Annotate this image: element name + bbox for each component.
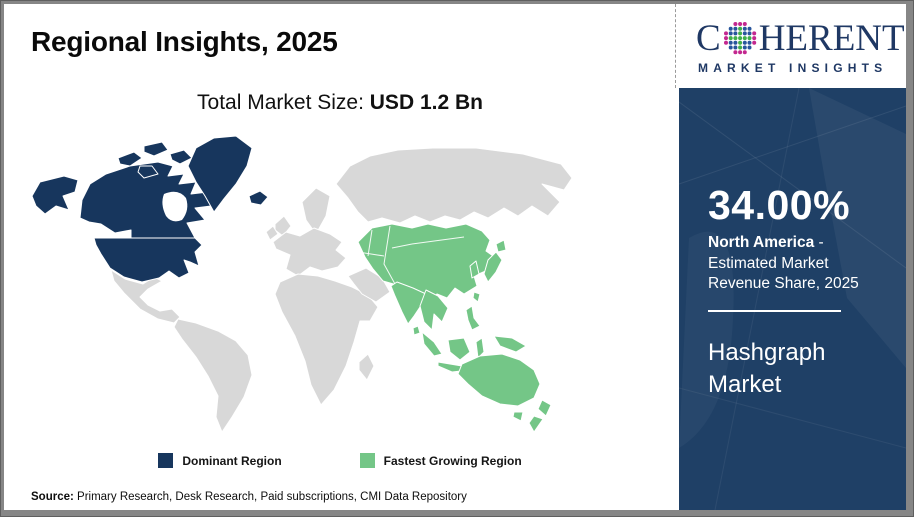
main-content-area: Regional Insights, 2025 Total Market Siz… — [4, 4, 676, 510]
brand-letter-c: C — [696, 18, 721, 59]
stat-description: North America - Estimated Market Revenue… — [708, 233, 894, 295]
market-name: Hashgraph Market — [708, 338, 826, 399]
source-text: Primary Research, Desk Research, Paid su… — [73, 491, 467, 503]
stat-region: North America — [708, 234, 815, 252]
dominant-region-label: Dominant Region — [182, 453, 282, 468]
legend-item-dominant: Dominant Region — [158, 453, 282, 468]
divider-line — [708, 309, 841, 312]
total-market-size-label: Total Market Size: — [197, 91, 370, 114]
total-market-size: Total Market Size: USD 1.2 Bn — [4, 91, 676, 115]
total-market-size-value: USD 1.2 Bn — [369, 91, 483, 114]
fastest-growing-region-label: Fastest Growing Region — [383, 453, 522, 468]
infographic-slide: Regional Insights, 2025 Total Market Siz… — [4, 4, 906, 510]
source-label: Source: — [31, 491, 74, 503]
stat-suffix: - Estimated Market Revenue Share, 2025 — [708, 234, 859, 293]
brand-logo: C HERENT MARKET INSIGHTS — [675, 4, 906, 88]
panel-texture — [679, 88, 906, 510]
dotted-globe-icon — [722, 20, 758, 64]
map-legend: Dominant Region Fastest Growing Region — [4, 453, 676, 468]
sidebar-panel: 34.00% North America - Estimated Market … — [679, 88, 906, 510]
page-title: Regional Insights, 2025 — [31, 26, 338, 57]
brand-subtitle: MARKET INSIGHTS — [698, 61, 888, 75]
dominant-region-swatch — [158, 453, 174, 468]
world-map — [18, 124, 668, 449]
region-asia-pacific — [357, 223, 552, 433]
brand-letters-rest: HERENT — [758, 18, 905, 59]
source-line: Source: Primary Research, Desk Research,… — [31, 491, 467, 503]
stat-block: 34.00% North America - Estimated Market … — [708, 182, 894, 402]
world-map-svg — [31, 135, 573, 433]
brand-wordmark: C HERENT — [696, 20, 905, 64]
legend-item-fastest-growing: Fastest Growing Region — [359, 453, 522, 468]
region-north-america — [31, 135, 269, 283]
stat-value: 34.00% — [708, 182, 851, 228]
sidebar: C HERENT MARKET INSIGHTS 34.00% North Ame… — [675, 4, 906, 510]
fastest-growing-region-swatch — [359, 453, 375, 468]
